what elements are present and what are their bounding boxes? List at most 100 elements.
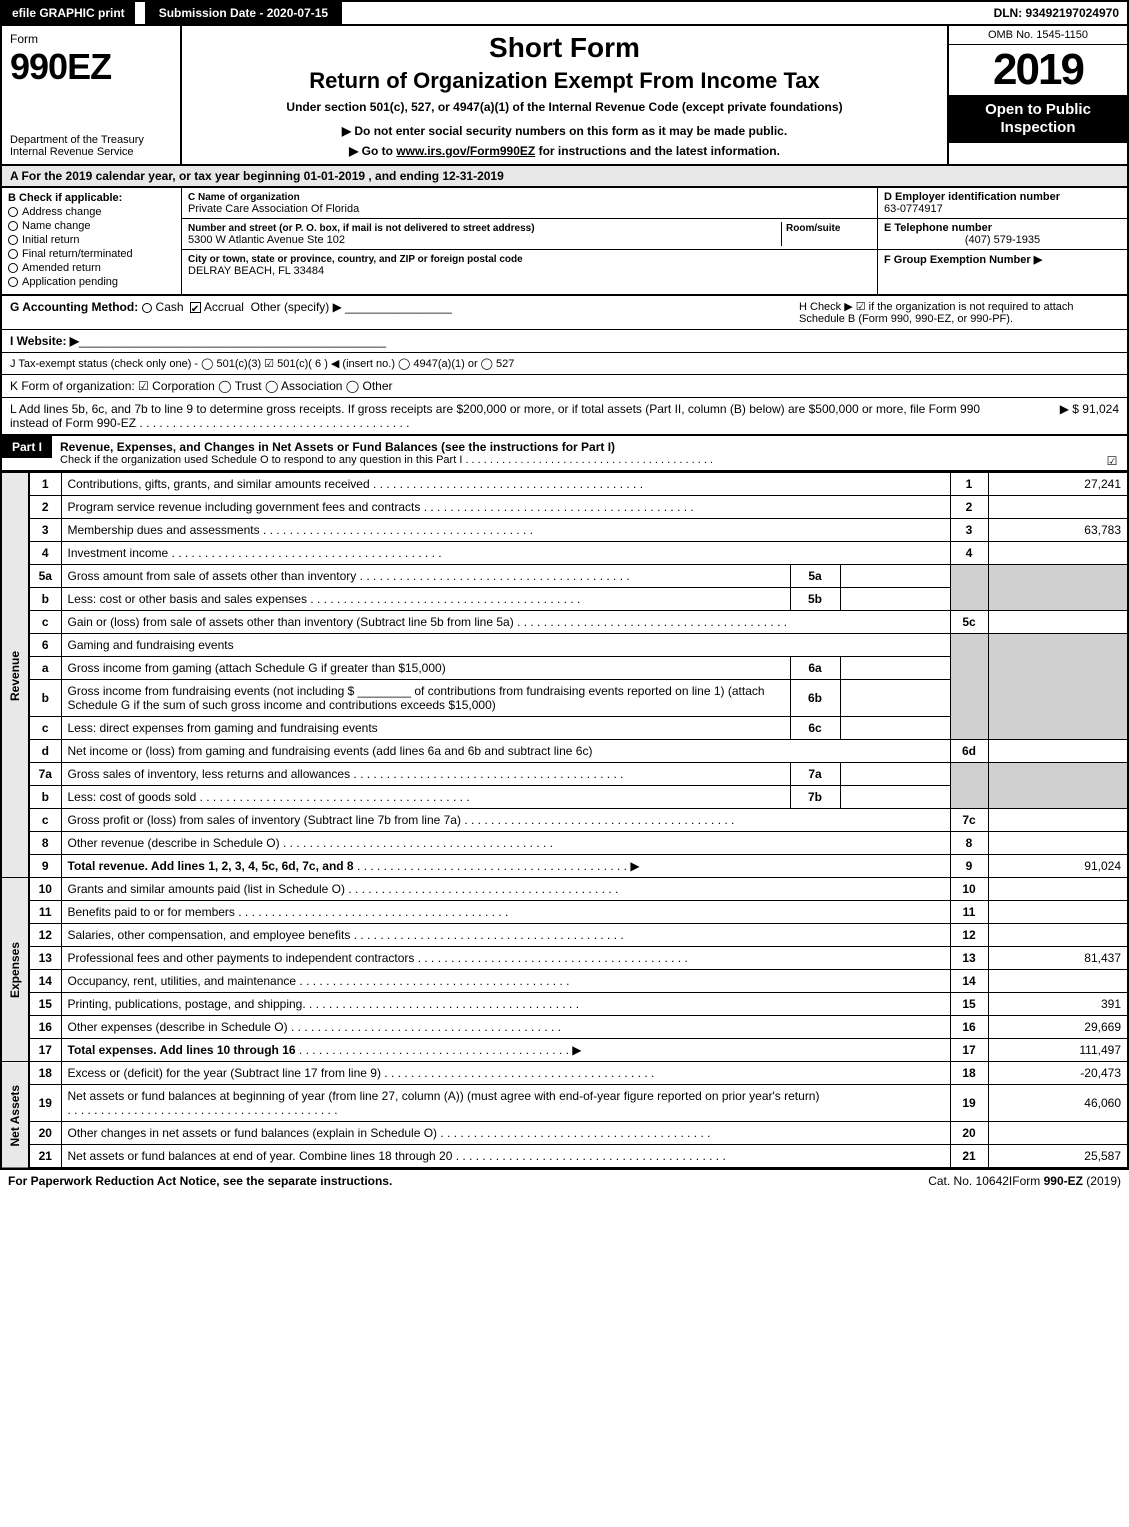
line-21-desc: Net assets or fund balances at end of ye… (61, 1145, 950, 1169)
row-l-amount: ▶ $ 91,024 (999, 402, 1119, 430)
line-6c-num: c (29, 717, 61, 740)
line-14-ref: 14 (950, 970, 988, 993)
part1-header: Part I Revenue, Expenses, and Changes in… (0, 436, 1129, 472)
short-form-title: Short Form (194, 32, 935, 64)
line-13-desc: Professional fees and other payments to … (61, 947, 950, 970)
opt-name-change[interactable]: Name change (8, 220, 175, 232)
line-1-num: 1 (29, 473, 61, 496)
line-11-val (988, 901, 1128, 924)
footer-right: Form 990-EZ (2019) (1012, 1174, 1121, 1188)
box-b: B Check if applicable: Address change Na… (2, 188, 182, 294)
line-16-desc: Other expenses (describe in Schedule O) (61, 1016, 950, 1039)
line-5a-minival (840, 565, 950, 588)
open-inspection: Open to Public Inspection (949, 95, 1127, 143)
line-19-desc: Net assets or fund balances at beginning… (61, 1085, 950, 1122)
line-21-num: 21 (29, 1145, 61, 1169)
line-1-val: 27,241 (988, 473, 1128, 496)
dln-label: DLN: 93492197024970 (986, 2, 1127, 24)
line-6c-mini: 6c (790, 717, 840, 740)
line-7b-mini: 7b (790, 786, 840, 809)
line-17-desc: Total expenses. Add lines 10 through 16 … (61, 1039, 950, 1062)
part1-title: Revenue, Expenses, and Changes in Net As… (60, 440, 615, 454)
line-5a-desc: Gross amount from sale of assets other t… (61, 565, 790, 588)
efile-label[interactable]: efile GRAPHIC print (2, 2, 135, 24)
line-16-ref: 16 (950, 1016, 988, 1039)
line-5c-num: c (29, 611, 61, 634)
website-label: I Website: ▶ (10, 334, 79, 348)
opt-initial-return[interactable]: Initial return (8, 234, 175, 246)
org-city-block: City or town, state or province, country… (182, 250, 877, 280)
line-6d-val (988, 740, 1128, 763)
line-6b-num: b (29, 680, 61, 717)
line-18-ref: 18 (950, 1062, 988, 1085)
line-12-desc: Salaries, other compensation, and employ… (61, 924, 950, 947)
opt-address-change[interactable]: Address change (8, 206, 175, 218)
line-7b-desc: Less: cost of goods sold (61, 786, 790, 809)
goto-pre: ▶ Go to (349, 144, 396, 158)
line-3-ref: 3 (950, 519, 988, 542)
line-6-refgrey (950, 634, 988, 740)
group-label: F Group Exemption Number ▶ (884, 254, 1042, 266)
box-b-title: B Check if applicable: (8, 192, 122, 204)
accrual-check[interactable] (190, 302, 201, 313)
warning-text: ▶ Do not enter social security numbers o… (194, 124, 935, 138)
tel-block: E Telephone number (407) 579-1935 (878, 219, 1127, 250)
line-6b-desc: Gross income from fundraising events (no… (61, 680, 790, 717)
org-name: Private Care Association Of Florida (188, 203, 359, 215)
line-8-desc: Other revenue (describe in Schedule O) (61, 832, 950, 855)
opt-final-return[interactable]: Final return/terminated (8, 248, 175, 260)
dept-treasury: Department of the Treasury (10, 134, 144, 146)
line-16-val: 29,669 (988, 1016, 1128, 1039)
line-6d-desc: Net income or (loss) from gaming and fun… (61, 740, 950, 763)
line-7ab-refgrey (950, 763, 988, 809)
ein-label: D Employer identification number (884, 191, 1060, 203)
line-4-num: 4 (29, 542, 61, 565)
part1-checkbox[interactable]: ☑ (1097, 436, 1127, 468)
line-20-val (988, 1122, 1128, 1145)
line-11-desc: Benefits paid to or for members (61, 901, 950, 924)
line-17-ref: 17 (950, 1039, 988, 1062)
line-9-num: 9 (29, 855, 61, 878)
line-2-val (988, 496, 1128, 519)
line-20-num: 20 (29, 1122, 61, 1145)
line-12-ref: 12 (950, 924, 988, 947)
line-5b-desc: Less: cost or other basis and sales expe… (61, 588, 790, 611)
org-city: DELRAY BEACH, FL 33484 (188, 265, 324, 277)
line-6b-minival (840, 680, 950, 717)
goto-link[interactable]: www.irs.gov/Form990EZ (396, 144, 535, 158)
line-4-ref: 4 (950, 542, 988, 565)
line-5c-desc: Gain or (loss) from sale of assets other… (61, 611, 950, 634)
opt-application-pending[interactable]: Application pending (8, 276, 175, 288)
line-7c-ref: 7c (950, 809, 988, 832)
line-5c-ref: 5c (950, 611, 988, 634)
header-right: OMB No. 1545-1150 2019 Open to Public In… (947, 26, 1127, 164)
box-c: C Name of organization Private Care Asso… (182, 188, 877, 294)
line-9-val: 91,024 (988, 855, 1128, 878)
info-row: B Check if applicable: Address change Na… (0, 188, 1129, 296)
line-20-ref: 20 (950, 1122, 988, 1145)
line-4-val (988, 542, 1128, 565)
line-9-ref: 9 (950, 855, 988, 878)
calendar-year-row: A For the 2019 calendar year, or tax yea… (0, 166, 1129, 188)
line-3-val: 63,783 (988, 519, 1128, 542)
line-15-val: 391 (988, 993, 1128, 1016)
line-15-desc: Printing, publications, postage, and shi… (61, 993, 950, 1016)
footer-mid: Cat. No. 10642I (928, 1174, 1012, 1188)
under-section: Under section 501(c), 527, or 4947(a)(1)… (194, 100, 935, 114)
line-7b-minival (840, 786, 950, 809)
line-11-ref: 11 (950, 901, 988, 924)
line-6a-minival (840, 657, 950, 680)
accounting-label: G Accounting Method: (10, 300, 138, 314)
line-2-num: 2 (29, 496, 61, 519)
line-5a-num: 5a (29, 565, 61, 588)
line-16-num: 16 (29, 1016, 61, 1039)
cash-radio[interactable] (142, 303, 152, 313)
top-bar: efile GRAPHIC print Submission Date - 20… (0, 0, 1129, 26)
line-6d-num: d (29, 740, 61, 763)
form-label: Form (10, 32, 172, 46)
line-11-num: 11 (29, 901, 61, 924)
opt-amended-return[interactable]: Amended return (8, 262, 175, 274)
tel-label: E Telephone number (884, 222, 992, 234)
tax-year: 2019 (949, 45, 1127, 95)
line-6a-num: a (29, 657, 61, 680)
